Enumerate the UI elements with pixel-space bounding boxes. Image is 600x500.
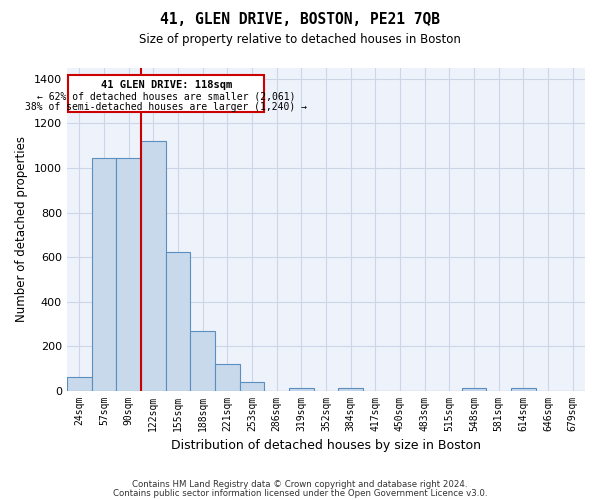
Bar — [116, 158, 141, 391]
Bar — [92, 158, 116, 391]
X-axis label: Distribution of detached houses by size in Boston: Distribution of detached houses by size … — [171, 440, 481, 452]
Text: 41 GLEN DRIVE: 118sqm: 41 GLEN DRIVE: 118sqm — [101, 80, 232, 90]
Text: 41, GLEN DRIVE, BOSTON, PE21 7QB: 41, GLEN DRIVE, BOSTON, PE21 7QB — [160, 12, 440, 28]
Bar — [68, 76, 264, 112]
Bar — [289, 388, 314, 391]
Bar — [67, 376, 92, 391]
Text: 38% of semi-detached houses are larger (1,240) →: 38% of semi-detached houses are larger (… — [25, 102, 307, 112]
Bar — [511, 388, 536, 391]
Y-axis label: Number of detached properties: Number of detached properties — [16, 136, 28, 322]
Bar — [338, 388, 363, 391]
Text: Size of property relative to detached houses in Boston: Size of property relative to detached ho… — [139, 32, 461, 46]
Bar — [166, 252, 190, 391]
Text: Contains HM Land Registry data © Crown copyright and database right 2024.: Contains HM Land Registry data © Crown c… — [132, 480, 468, 489]
Bar — [461, 388, 487, 391]
Bar — [190, 331, 215, 391]
Text: Contains public sector information licensed under the Open Government Licence v3: Contains public sector information licen… — [113, 488, 487, 498]
Bar — [239, 382, 264, 391]
Bar — [141, 141, 166, 391]
Bar — [215, 364, 239, 391]
Text: ← 62% of detached houses are smaller (2,061): ← 62% of detached houses are smaller (2,… — [37, 92, 295, 102]
